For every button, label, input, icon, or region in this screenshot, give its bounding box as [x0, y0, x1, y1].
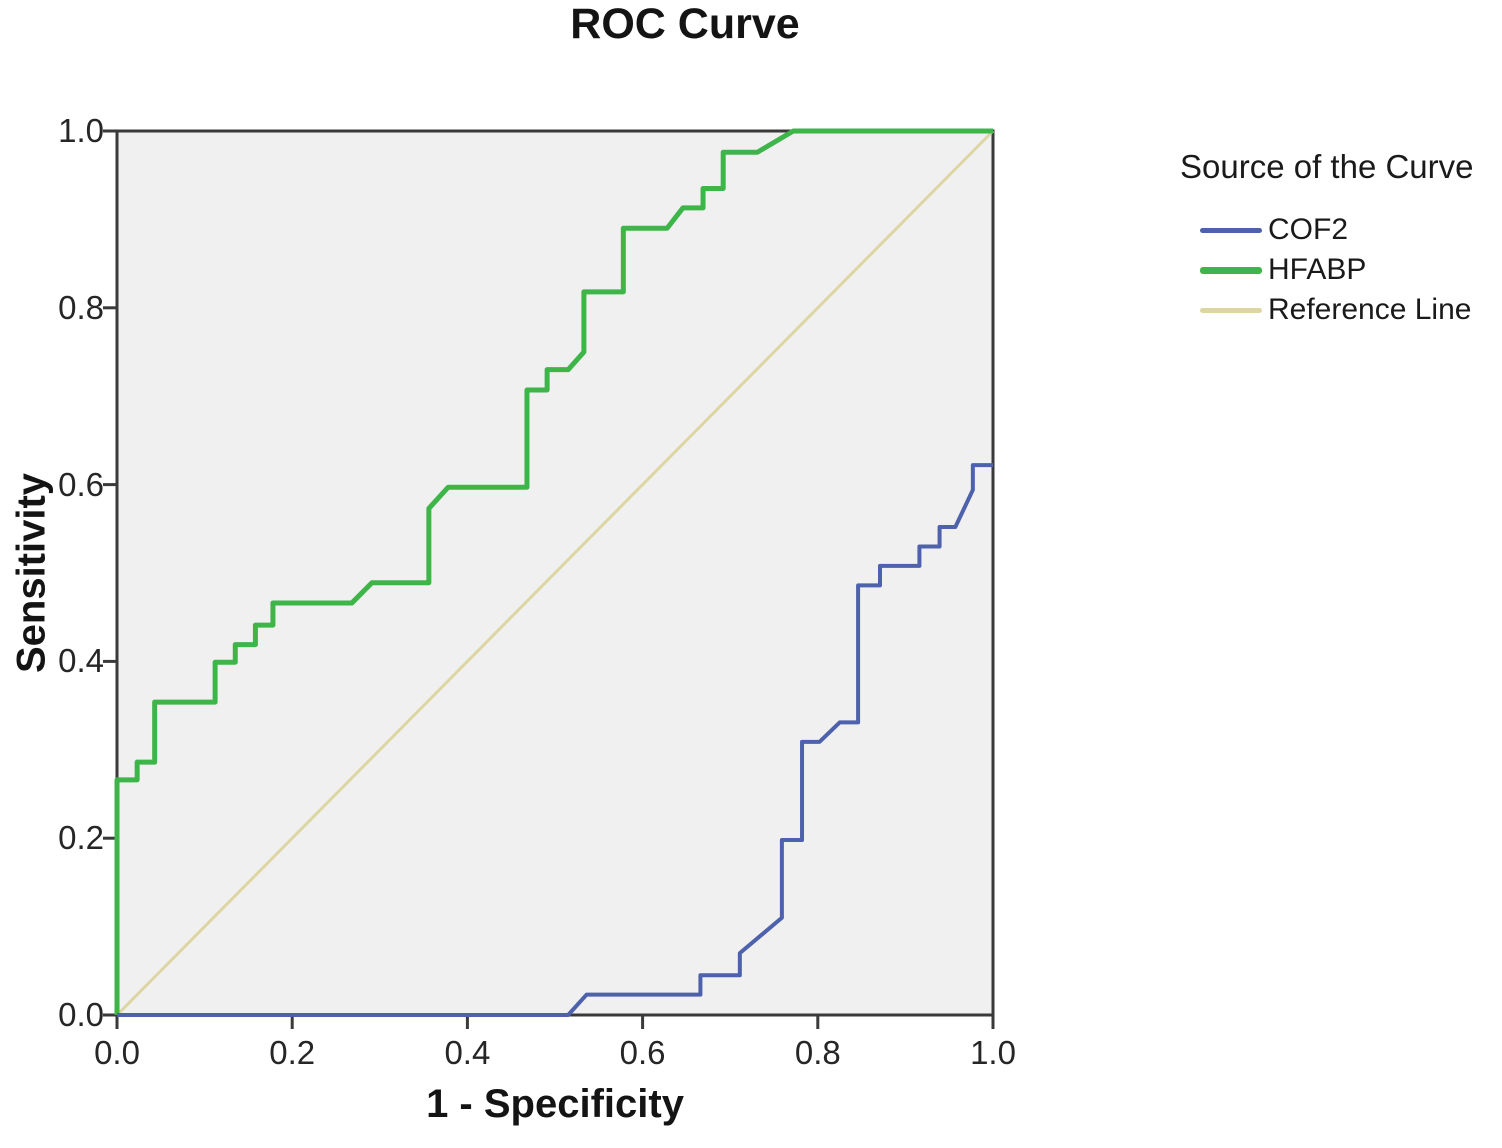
legend-item-reference-line: Reference Line [1180, 290, 1502, 330]
x-tick-label: 0.6 [619, 1034, 666, 1071]
y-tick-label: 0.8 [58, 288, 104, 326]
legend-items: COF2 HFABP Reference Line [1180, 210, 1502, 330]
legend-item-cof2: COF2 [1180, 210, 1502, 250]
y-axis-title: Sensitivity [9, 472, 54, 674]
x-tick-label: 0.8 [794, 1034, 841, 1071]
legend-swatch-icon [1200, 266, 1262, 274]
x-tick-label: 0.4 [444, 1034, 491, 1071]
y-tick-label: 0.2 [58, 819, 104, 857]
legend: Source of the Curve COF2 HFABP Reference L… [1180, 148, 1502, 330]
series-line-hfabp [114, 128, 993, 1015]
reference-line [115, 129, 995, 1017]
x-tick-label: 0.2 [269, 1034, 316, 1071]
y-tick-label: 0.0 [58, 996, 104, 1033]
legend-title: Source of the Curve [1180, 148, 1474, 185]
legend-swatch-icon [1200, 307, 1262, 313]
series-line-cof2 [117, 463, 993, 1017]
legend-label: COF2 [1268, 213, 1349, 246]
y-tick-label: 0.6 [58, 465, 104, 503]
legend-label: Reference Line [1268, 293, 1472, 326]
x-tick-label: 1.0 [970, 1034, 1016, 1071]
x-tick-label: 0.0 [94, 1034, 140, 1071]
x-axis-title: 1 - Specificity [426, 1082, 684, 1126]
y-tick-label: 0.4 [58, 642, 104, 680]
legend-item-hfabp: HFABP [1180, 250, 1502, 290]
legend-swatch-icon [1200, 227, 1262, 233]
y-tick-label: 1.0 [58, 112, 104, 149]
legend-label: HFABP [1268, 253, 1367, 286]
chart-title: ROC Curve [570, 0, 800, 48]
